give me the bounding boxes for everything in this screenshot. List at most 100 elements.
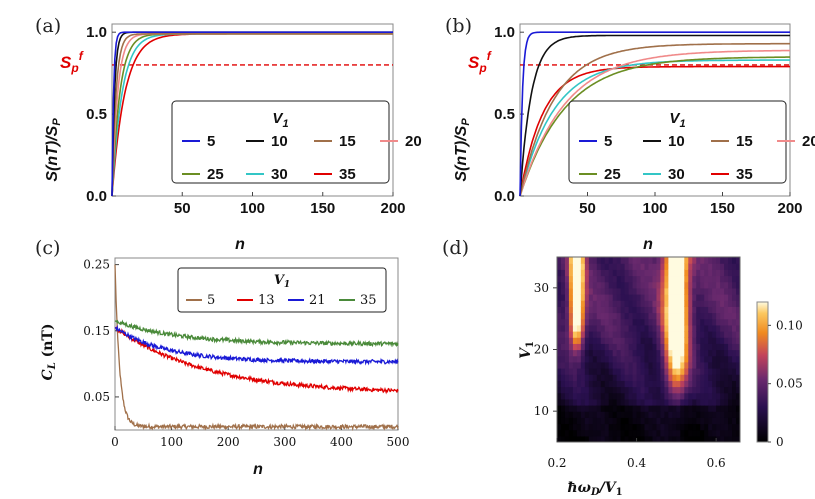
heatmap-cell bbox=[608, 306, 614, 314]
heatmap-cell bbox=[684, 312, 689, 320]
heatmap-cell bbox=[576, 411, 582, 418]
heatmap-cell bbox=[704, 281, 709, 289]
heatmap-cell bbox=[592, 306, 598, 314]
heatmap-cell bbox=[596, 355, 602, 363]
heatmap-cell bbox=[724, 312, 729, 320]
xlabel-b: n bbox=[643, 236, 653, 253]
heatmap-cell bbox=[668, 343, 673, 351]
heatmap-cell bbox=[660, 275, 666, 283]
heatmap-cell bbox=[620, 318, 626, 326]
heatmap-cell bbox=[632, 374, 638, 381]
heatmap-cell bbox=[616, 411, 622, 418]
heatmap-cell bbox=[580, 257, 586, 264]
heatmap-cell bbox=[668, 355, 673, 363]
heatmap-cell bbox=[700, 380, 705, 388]
heatmap-cell bbox=[636, 423, 642, 431]
legend-label-35: 35 bbox=[360, 293, 377, 308]
heatmap-cell bbox=[696, 312, 701, 320]
heatmap-cell bbox=[692, 380, 697, 388]
heatmap-cell bbox=[664, 324, 669, 332]
heatmap-cell bbox=[636, 324, 642, 332]
heatmap-cell bbox=[724, 435, 729, 442]
heatmap-cell bbox=[576, 306, 582, 314]
y-tick-label: 30 bbox=[534, 281, 549, 295]
heatmap-cell bbox=[692, 263, 697, 270]
heatmap-cell bbox=[732, 429, 737, 437]
heatmap-cell bbox=[612, 411, 618, 418]
heatmap-cell bbox=[672, 281, 677, 289]
heatmap-cell bbox=[632, 398, 638, 406]
heatmap-cell bbox=[660, 392, 666, 400]
heatmap-cell bbox=[560, 423, 566, 431]
heatmap-cell bbox=[580, 294, 586, 301]
heatmap-cell bbox=[712, 435, 717, 442]
heatmap-cell bbox=[668, 337, 673, 344]
heatmap-cell bbox=[728, 300, 733, 307]
heatmap-cell bbox=[620, 263, 626, 270]
heatmap-cell bbox=[636, 411, 642, 418]
heatmap-cell bbox=[720, 300, 725, 307]
heatmap-cell bbox=[668, 386, 673, 394]
heatmap-cell bbox=[580, 361, 586, 369]
heatmap-cell bbox=[596, 263, 602, 270]
heatmap-cell bbox=[628, 306, 634, 314]
heatmap-cell bbox=[724, 405, 729, 412]
heatmap-cell bbox=[568, 343, 574, 351]
heatmap-cell bbox=[672, 386, 677, 394]
heatmap-cell bbox=[624, 361, 630, 369]
heatmap-cell bbox=[600, 380, 606, 388]
heatmap-cell bbox=[632, 405, 638, 412]
heatmap-cell bbox=[676, 263, 681, 270]
heatmap-cell bbox=[708, 374, 713, 381]
heatmap-cell bbox=[732, 411, 737, 418]
heatmap-cell bbox=[560, 355, 566, 363]
heatmap-cell bbox=[680, 429, 685, 437]
heatmap-cell bbox=[668, 300, 673, 307]
heatmap-cell bbox=[680, 300, 685, 307]
heatmap-cell bbox=[712, 374, 717, 381]
heatmap-cell bbox=[712, 281, 717, 289]
heatmap-cell bbox=[632, 423, 638, 431]
heatmap-cell bbox=[652, 324, 658, 332]
heatmap-cell bbox=[708, 392, 713, 400]
heatmap-cell bbox=[628, 368, 634, 375]
heatmap-cell bbox=[672, 269, 677, 277]
colorbar-gradient bbox=[756, 301, 769, 443]
heatmap-cell bbox=[600, 269, 606, 277]
heatmap-cell bbox=[600, 392, 606, 400]
heatmap-cell bbox=[664, 269, 669, 277]
heatmap-cell bbox=[656, 398, 662, 406]
heatmap-cell bbox=[660, 386, 666, 394]
heatmap-cell bbox=[557, 386, 562, 394]
heatmap-cell bbox=[692, 312, 697, 320]
heatmap-cell bbox=[716, 318, 721, 326]
heatmap-cell bbox=[592, 429, 598, 437]
heatmap-cell bbox=[664, 423, 669, 431]
heatmap-cell bbox=[592, 343, 598, 351]
heatmap-cell bbox=[584, 312, 590, 320]
heatmap-cell bbox=[680, 374, 685, 381]
heatmap-cell bbox=[668, 281, 673, 289]
heatmap-cell bbox=[648, 392, 654, 400]
heatmap-cell bbox=[640, 398, 646, 406]
heatmap-cell bbox=[688, 398, 693, 406]
heatmap-cell bbox=[628, 398, 634, 406]
heatmap-cell bbox=[560, 386, 566, 394]
heatmap-cell bbox=[620, 349, 626, 357]
heatmap-cell bbox=[628, 355, 634, 363]
heatmap-cell bbox=[732, 263, 737, 270]
heatmap-cell bbox=[644, 324, 650, 332]
heatmap-cell bbox=[696, 300, 701, 307]
plot-a: 50 100 150 200 0.0 0.5 1.0 bbox=[86, 23, 406, 217]
heatmap-cell bbox=[600, 324, 606, 332]
heatmap-cell bbox=[596, 318, 602, 326]
heatmap-cell bbox=[640, 386, 646, 394]
heatmap-cell bbox=[620, 361, 626, 369]
heatmap-cell bbox=[596, 349, 602, 357]
heatmap-cell bbox=[736, 324, 740, 332]
heatmap-cell bbox=[712, 380, 717, 388]
heatmap-cell bbox=[608, 417, 614, 425]
heatmap-cell bbox=[584, 281, 590, 289]
legend-label-30: 30 bbox=[668, 166, 685, 183]
heatmap-cell bbox=[624, 411, 630, 418]
